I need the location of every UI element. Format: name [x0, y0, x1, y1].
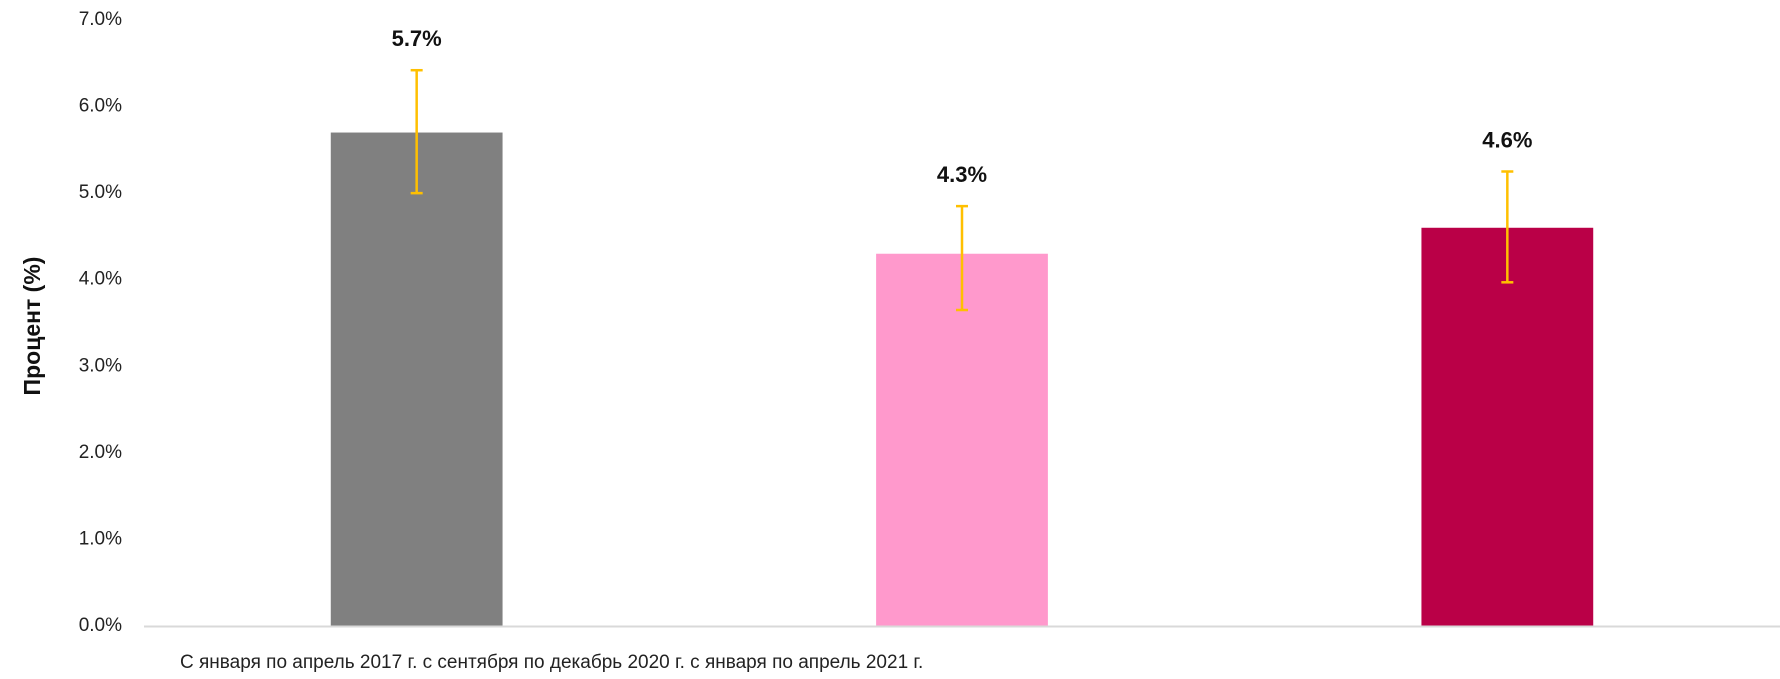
- error-bars: [410, 68, 1514, 312]
- bars: [330, 132, 1594, 627]
- y-tick-label: 7.0%: [79, 9, 122, 30]
- error-bar: [410, 68, 423, 195]
- error-bar: [956, 204, 968, 312]
- x-axis-category-labels: С января по апрель 2017 г. с сентября по…: [180, 652, 923, 673]
- data-label: 4.6%: [1482, 128, 1532, 153]
- y-axis-title: Процент (%): [19, 257, 45, 396]
- y-tick-label: 3.0%: [79, 355, 122, 376]
- y-tick-label: 0.0%: [79, 615, 122, 636]
- y-axis-ticks: 0.0% 1.0% 2.0% 3.0% 4.0% 5.0% 6.0% 7.0%: [79, 9, 122, 636]
- data-label: 5.7%: [392, 26, 442, 51]
- error-bar: [1501, 170, 1514, 284]
- bar: [330, 132, 503, 627]
- y-tick-label: 6.0%: [79, 96, 122, 117]
- y-tick-label: 5.0%: [79, 182, 122, 203]
- bar: [1421, 227, 1594, 626]
- data-label: 4.3%: [937, 162, 987, 187]
- data-labels: 5.7% 4.3% 4.6%: [392, 26, 1533, 187]
- y-tick-label: 4.0%: [79, 269, 122, 290]
- bar: [876, 253, 1048, 626]
- y-tick-label: 1.0%: [79, 528, 122, 549]
- y-tick-label: 2.0%: [79, 442, 122, 463]
